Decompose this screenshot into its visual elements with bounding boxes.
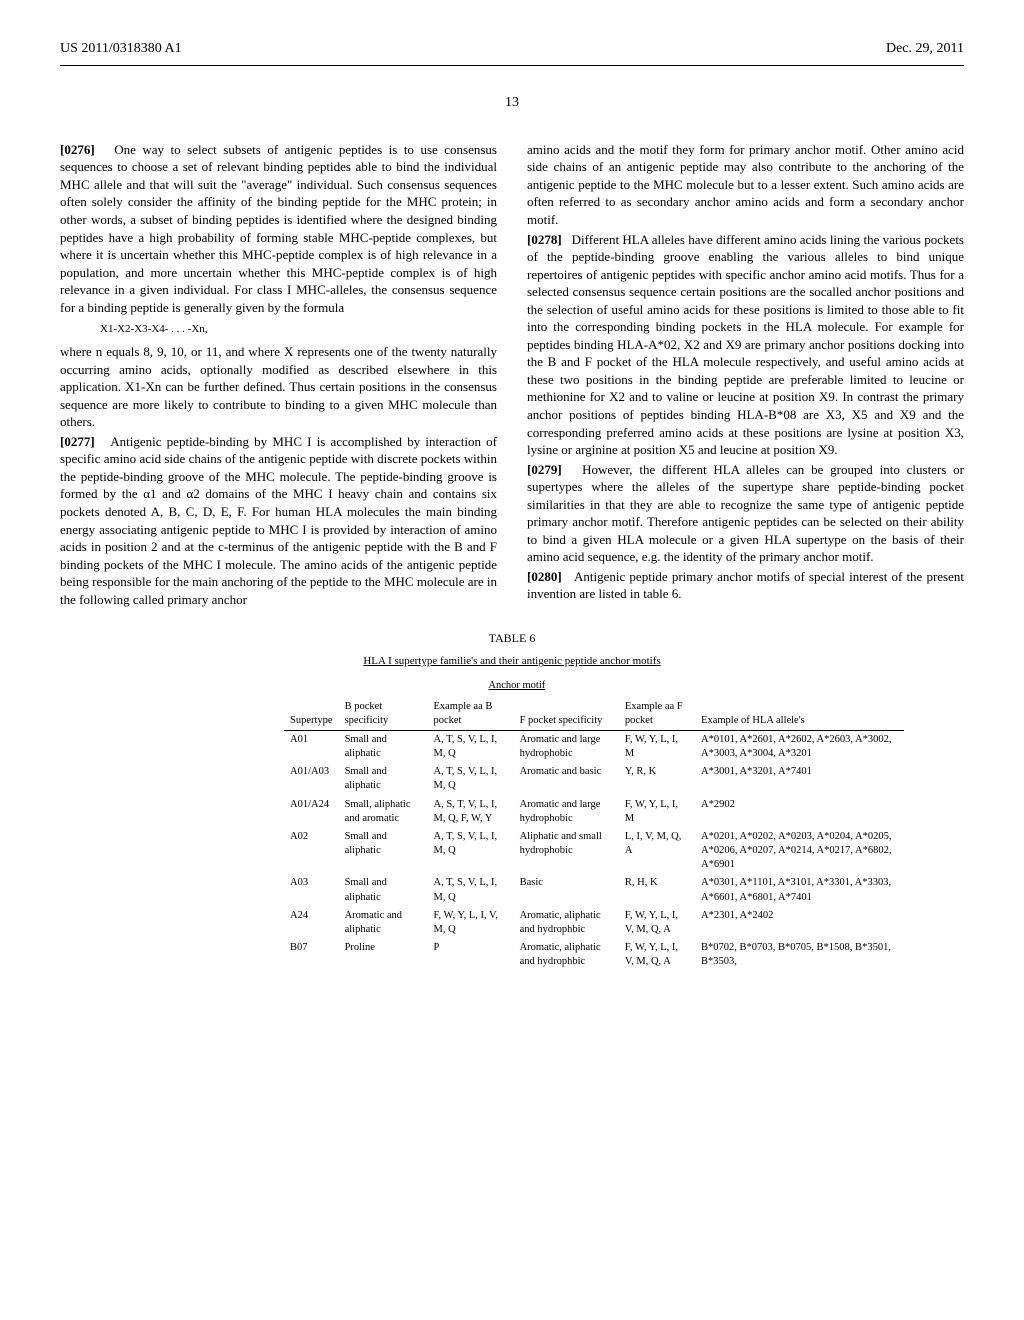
th-anchor-motif: Anchor motif	[339, 677, 695, 697]
table-cell: Aliphatic and small hydrophobic	[514, 828, 619, 875]
page-number: 13	[60, 94, 964, 113]
table-cell: Aromatic and basic	[514, 763, 619, 795]
paragraph-0276: [0276] One way to select subsets of anti…	[60, 141, 497, 316]
table-row: B07ProlinePAromatic, aliphatic and hydro…	[284, 939, 904, 971]
table-row: A03Small and aliphaticA, T, S, V, L, I, …	[284, 874, 904, 906]
table-cell: A*0301, A*1101, A*3101, A*3301, A*3303, …	[695, 874, 904, 906]
para-text-0278: Different HLA alleles have different ami…	[527, 232, 964, 458]
header-right: Dec. 29, 2011	[886, 40, 964, 59]
table-cell: L, I, V, M, Q, A	[619, 828, 695, 875]
table-cell: Aromatic, aliphatic and hydrophbic	[514, 907, 619, 939]
table-row: A01/A03Small and aliphaticA, T, S, V, L,…	[284, 763, 904, 795]
para-text-0277: Antigenic peptide-binding by MHC I is ac…	[60, 434, 497, 607]
table-cell: A, T, S, V, L, I, M, Q	[427, 730, 513, 763]
table-row: A02Small and aliphaticA, T, S, V, L, I, …	[284, 828, 904, 875]
table-cell: A, S, T, V, L, I, M, Q, F, W, Y	[427, 796, 513, 828]
para-text-0279: However, the different HLA alleles can b…	[527, 462, 964, 565]
th-empty1	[284, 677, 339, 697]
table-cell: A03	[284, 874, 339, 906]
table-cell: Y, R, K	[619, 763, 695, 795]
th-ex-f: Example aa F pocket	[619, 698, 695, 731]
table-row: A24Aromatic and aliphaticF, W, Y, L, I, …	[284, 907, 904, 939]
table-row: A01Small and aliphaticA, T, S, V, L, I, …	[284, 730, 904, 763]
header-rule	[60, 65, 964, 66]
table-cell: Aromatic and aliphatic	[339, 907, 428, 939]
para-num-0278: [0278]	[527, 232, 562, 247]
table-cell: Proline	[339, 939, 428, 971]
th-hla: Example of HLA allele's	[695, 698, 904, 731]
paragraph-0280: [0280] Antigenic peptide primary anchor …	[527, 568, 964, 603]
table-row: A01/A24Small, aliphatic and aromaticA, S…	[284, 796, 904, 828]
para-text-0280: Antigenic peptide primary anchor motifs …	[527, 569, 964, 602]
table-cell: A*2902	[695, 796, 904, 828]
th-ex-b: Example aa B pocket	[427, 698, 513, 731]
paragraph-0276b: where n equals 8, 9, 10, or 11, and wher…	[60, 343, 497, 431]
table-cell: A*3001, A*3201, A*7401	[695, 763, 904, 795]
table-cell: R, H, K	[619, 874, 695, 906]
para-text-0276: One way to select subsets of antigenic p…	[60, 142, 497, 315]
table-cell: A*0201, A*0202, A*0203, A*0204, A*0205, …	[695, 828, 904, 875]
table-caption: HLA I supertype familie's and their anti…	[60, 654, 964, 669]
table-cell: Small and aliphatic	[339, 874, 428, 906]
table-cell: Small, aliphatic and aromatic	[339, 796, 428, 828]
th-bpocket: B pocket specificity	[339, 698, 428, 731]
para-num-0276: [0276]	[60, 142, 95, 157]
table-cell: Small and aliphatic	[339, 730, 428, 763]
table-cell: Aromatic and large hydrophobic	[514, 730, 619, 763]
table-cell: A, T, S, V, L, I, M, Q	[427, 874, 513, 906]
table-cell: F, W, Y, L, I, M	[619, 796, 695, 828]
table-cell: B07	[284, 939, 339, 971]
table-cell: A24	[284, 907, 339, 939]
paragraph-0279: [0279] However, the different HLA allele…	[527, 461, 964, 566]
paragraph-0277c: amino acids and the motif they form for …	[527, 141, 964, 229]
page-header: US 2011/0318380 A1 Dec. 29, 2011	[60, 40, 964, 59]
para-num-0280: [0280]	[527, 569, 562, 584]
table-cell: B*0702, B*0703, B*0705, B*1508, B*3501, …	[695, 939, 904, 971]
table-label: TABLE 6	[60, 630, 964, 646]
table-cell: F, W, Y, L, I, V, M, Q, A	[619, 907, 695, 939]
paragraph-0277: [0277] Antigenic peptide-binding by MHC …	[60, 433, 497, 608]
th-empty2	[695, 677, 904, 697]
table-cell: A*0101, A*2601, A*2602, A*2603, A*3002, …	[695, 730, 904, 763]
table-cell: Small and aliphatic	[339, 763, 428, 795]
table-cell: A01/A24	[284, 796, 339, 828]
table-cell: Aromatic and large hydrophobic	[514, 796, 619, 828]
table-cell: Basic	[514, 874, 619, 906]
paragraph-0278: [0278] Different HLA alleles have differ…	[527, 231, 964, 459]
table-body: A01Small and aliphaticA, T, S, V, L, I, …	[284, 730, 904, 971]
table-cell: P	[427, 939, 513, 971]
table-cell: Aromatic, aliphatic and hydrophbic	[514, 939, 619, 971]
table-cell: A01/A03	[284, 763, 339, 795]
table-cell: A*2301, A*2402	[695, 907, 904, 939]
table-cell: Small and aliphatic	[339, 828, 428, 875]
table-cell: A, T, S, V, L, I, M, Q	[427, 763, 513, 795]
th-supertype: Supertype	[284, 698, 339, 731]
left-column: [0276] One way to select subsets of anti…	[60, 141, 497, 611]
table-cell: F, W, Y, L, I, V, M, Q	[427, 907, 513, 939]
table-cell: F, W, Y, L, I, M	[619, 730, 695, 763]
table-cell: A02	[284, 828, 339, 875]
hla-supertype-table: Anchor motif Supertype B pocket specific…	[284, 677, 904, 971]
formula-line: X1-X2-X3-X4- . . . -Xn,	[100, 322, 497, 337]
right-column: amino acids and the motif they form for …	[527, 141, 964, 611]
para-num-0277: [0277]	[60, 434, 95, 449]
header-left: US 2011/0318380 A1	[60, 40, 182, 59]
th-fpocket: F pocket specificity	[514, 698, 619, 731]
table-cell: A, T, S, V, L, I, M, Q	[427, 828, 513, 875]
table-cell: F, W, Y, L, I, V, M, Q, A	[619, 939, 695, 971]
table-cell: A01	[284, 730, 339, 763]
two-column-layout: [0276] One way to select subsets of anti…	[60, 141, 964, 611]
para-num-0279: [0279]	[527, 462, 562, 477]
